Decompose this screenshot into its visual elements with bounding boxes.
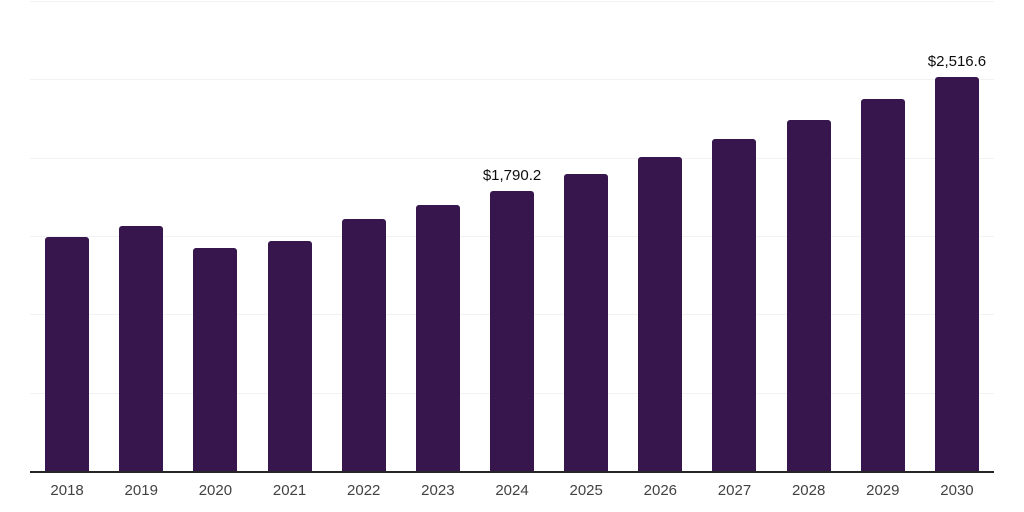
bar-slot-2024: $1,790.2	[475, 1, 549, 471]
bar-2019	[119, 225, 164, 471]
x-tick-label-2018: 2018	[50, 482, 84, 499]
x-tick-label-2019: 2019	[124, 482, 158, 499]
plot-area: $1,790.2 $2,516.6	[30, 1, 994, 471]
gridline-2000	[30, 157, 994, 159]
bar-slot-2027	[697, 1, 771, 471]
gridline-2500	[30, 79, 994, 81]
x-axis-line	[30, 471, 994, 473]
bar-2024	[490, 190, 535, 471]
x-tick-label-2022: 2022	[347, 482, 381, 499]
x-tick-label-2021: 2021	[272, 482, 307, 499]
bar-slot-2028	[772, 1, 846, 471]
bar-slot-2021	[252, 1, 326, 471]
bar-2023	[415, 205, 460, 471]
x-tick-label-2026: 2026	[643, 482, 678, 499]
bar-slot-2018	[30, 1, 104, 471]
bar-slot-2025	[549, 1, 623, 471]
bar-2029	[860, 98, 905, 471]
bar-slot-2029	[846, 1, 920, 471]
x-tick-label-2027: 2027	[717, 482, 752, 499]
x-tick-label-2023: 2023	[421, 482, 455, 499]
bar-slot-2019	[104, 1, 178, 471]
bar-2018	[45, 236, 90, 471]
bar-2025	[564, 173, 609, 471]
x-tick-label-2029: 2029	[866, 482, 900, 499]
bar-slot-2023	[401, 1, 475, 471]
x-axis-tick-labels: 2018 2019 2020 2021 2022 2023 2024 2025 2026 2027…	[30, 483, 994, 498]
bar-2022	[341, 219, 386, 471]
bar-slot-2022	[327, 1, 401, 471]
x-tick-label-2024: 2024	[495, 482, 529, 499]
bar-slot-2030: $2,516.6	[920, 1, 994, 471]
x-tick-label-2025: 2025	[569, 482, 603, 499]
bar-value-label-2024: $1,790.2	[482, 166, 542, 184]
bar-slot-2026	[623, 1, 697, 471]
bar-series: $1,790.2 $2,516.6	[30, 1, 994, 471]
bar-2030	[934, 76, 979, 471]
bar-2026	[638, 156, 683, 471]
bar-2028	[786, 119, 831, 471]
x-tick-label-2028: 2028	[791, 482, 826, 499]
bar-2020	[193, 247, 238, 471]
bar-slot-2020	[178, 1, 252, 471]
bar-value-label-2030: $2,516.6	[927, 52, 987, 70]
bar-2021	[267, 240, 312, 471]
x-tick-label-2020: 2020	[198, 482, 233, 499]
x-tick-label-2030: 2030	[940, 482, 974, 499]
bar-2027	[712, 138, 757, 471]
gridline-3000	[30, 1, 994, 2]
